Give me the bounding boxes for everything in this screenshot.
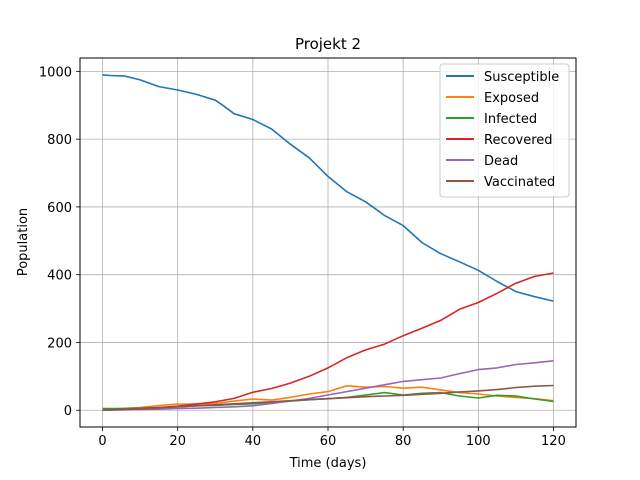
- axis-ticks: 0 20 40 60 80 100 120 0 200 400 600 800 1000: [39, 65, 566, 449]
- x-axis-label: Time (days): [289, 456, 367, 471]
- y-tick-label: 0: [64, 404, 72, 419]
- x-tick-label: 120: [541, 434, 566, 449]
- x-tick-label: 40: [245, 434, 262, 449]
- legend-label-infected: Infected: [484, 112, 537, 127]
- legend-label-vaccinated: Vaccinated: [484, 175, 555, 190]
- x-tick-label: 20: [169, 434, 186, 449]
- x-tick-label: 60: [320, 434, 337, 449]
- x-tick-label: 100: [466, 434, 491, 449]
- chart-title: Projekt 2: [295, 35, 361, 53]
- series-line-dead: [102, 360, 554, 411]
- legend: Susceptible Exposed Infected Recovered Dead V…: [439, 63, 570, 198]
- y-tick-label: 600: [47, 201, 72, 216]
- legend-label-susceptible: Susceptible: [484, 70, 559, 85]
- series-line-vaccinated: [102, 384, 554, 411]
- legend-label-exposed: Exposed: [484, 91, 539, 106]
- y-tick-label: 400: [47, 269, 72, 284]
- series-lines: [102, 74, 554, 411]
- y-tick-label: 1000: [39, 65, 72, 80]
- x-tick-label: 80: [395, 434, 412, 449]
- legend-label-recovered: Recovered: [484, 133, 553, 148]
- series-line-exposed: [102, 385, 554, 410]
- y-tick-label: 800: [47, 133, 72, 148]
- legend-label-dead: Dead: [484, 154, 518, 169]
- series-line-susceptible: [102, 74, 554, 302]
- y-tick-label: 200: [47, 336, 72, 351]
- y-axis-label: Population: [16, 208, 31, 276]
- x-tick-label: 0: [98, 434, 106, 449]
